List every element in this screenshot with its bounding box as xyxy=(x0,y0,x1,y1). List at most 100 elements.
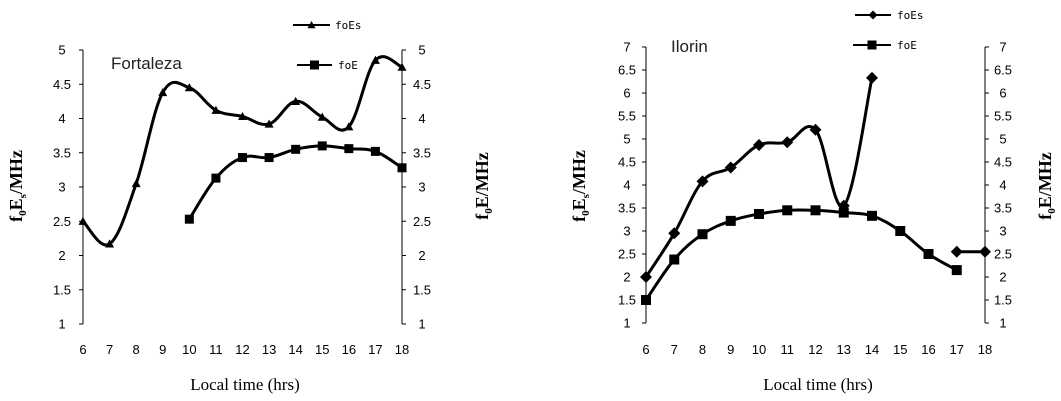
legend-marker xyxy=(867,40,877,50)
data-point xyxy=(264,153,274,163)
y-tick-label-left: 1.5 xyxy=(53,282,71,297)
y-tick-label-right: 4.5 xyxy=(413,77,431,92)
data-point xyxy=(753,138,765,151)
y-tick-label-right: 4 xyxy=(418,111,425,126)
x-axis-title: Local time (hrs) xyxy=(763,375,873,394)
series-line xyxy=(644,208,958,301)
x-tick-label: 15 xyxy=(315,342,329,357)
data-point xyxy=(782,205,793,216)
data-point xyxy=(669,254,680,265)
y-tick-label-left: 6.5 xyxy=(618,63,636,78)
station-annotation: Fortaleza xyxy=(111,54,182,73)
series-line xyxy=(81,55,403,247)
data-point xyxy=(725,215,736,226)
station-annotation: Ilorin xyxy=(671,37,708,56)
x-tick-label: 16 xyxy=(921,342,935,357)
y-tick-label-right: 3.5 xyxy=(994,201,1012,216)
y-tick-label-right: 3 xyxy=(418,180,425,195)
y-tick-label-left: 2 xyxy=(623,270,630,285)
y-tick-label-left: 2.5 xyxy=(53,214,71,229)
x-tick-label: 8 xyxy=(699,342,706,357)
y-tick-label-left: 1 xyxy=(58,317,65,332)
y-tick-label-right: 1.5 xyxy=(994,293,1012,308)
x-tick-label: 12 xyxy=(235,342,249,357)
legend-label: foE xyxy=(338,59,358,72)
data-point xyxy=(238,153,247,163)
data-point xyxy=(810,205,821,216)
y-tick-label-left: 4 xyxy=(58,111,65,126)
data-point xyxy=(370,146,380,156)
legend-label: foEs xyxy=(335,19,362,32)
y-tick-label-left: 2.5 xyxy=(618,247,636,262)
data-point xyxy=(211,173,221,183)
legend-marker xyxy=(307,21,316,29)
y-tick-label-left: 4.5 xyxy=(53,77,71,92)
y-tick-label-right: 3.5 xyxy=(413,145,431,160)
data-point xyxy=(979,245,991,258)
y-tick-label-left: 1 xyxy=(623,316,630,331)
y-tick-label-right: 2.5 xyxy=(413,214,431,229)
x-tick-label: 12 xyxy=(808,342,822,357)
data-point xyxy=(697,229,708,240)
series-line xyxy=(188,144,403,221)
data-point xyxy=(264,119,274,128)
y-tick-label-left: 5 xyxy=(623,132,630,147)
y-tick-label-right: 2 xyxy=(418,248,425,263)
data-point xyxy=(866,71,878,84)
y-tick-label-left: 7 xyxy=(623,40,630,55)
y-tick-label-right: 1 xyxy=(418,317,425,332)
x-tick-label: 17 xyxy=(950,342,964,357)
chart-panel-2: 1 11.5 1.52 22.5 2.53 33.5 3.54 44.5 4.55 55.5 5.5… xyxy=(569,9,1058,394)
data-point xyxy=(951,265,962,276)
y-tick-label-left: 5.5 xyxy=(618,109,636,124)
y-tick-label-right: 6 xyxy=(999,86,1006,101)
data-point xyxy=(640,271,652,283)
x-tick-label: 13 xyxy=(837,342,851,357)
y-tick-label-left: 3.5 xyxy=(53,145,71,160)
x-tick-label: 17 xyxy=(368,342,382,357)
data-point xyxy=(895,226,906,236)
y-axis-title-right: f0E/MHz xyxy=(1035,152,1058,220)
y-tick-label-right: 1.5 xyxy=(413,282,431,297)
y-tick-label-left: 4 xyxy=(623,178,630,193)
series-foEs xyxy=(640,71,991,283)
x-tick-label: 9 xyxy=(727,342,734,357)
legend-label: foE xyxy=(897,39,917,52)
data-point xyxy=(317,141,327,151)
legend-marker xyxy=(868,10,878,20)
legend-marker xyxy=(310,60,319,70)
data-point xyxy=(158,87,168,97)
y-tick-label-right: 5 xyxy=(418,43,425,58)
data-point xyxy=(397,62,407,71)
data-point xyxy=(781,136,794,149)
y-tick-label-left: 6 xyxy=(623,86,630,101)
x-tick-label: 7 xyxy=(671,342,678,357)
x-tick-label: 11 xyxy=(781,342,795,357)
data-point xyxy=(238,111,247,121)
series-foE xyxy=(184,141,407,224)
x-tick-label: 8 xyxy=(133,342,140,357)
x-tick-label: 14 xyxy=(865,342,879,357)
data-point xyxy=(344,144,354,154)
data-point xyxy=(754,208,764,219)
data-point xyxy=(370,55,380,64)
y-tick-label-left: 5 xyxy=(58,43,65,58)
y-axis-title-left: f0Es/MHz xyxy=(6,150,29,222)
data-point xyxy=(724,161,737,174)
x-tick-label: 6 xyxy=(642,342,649,357)
y-tick-label-right: 6.5 xyxy=(994,63,1012,78)
data-point xyxy=(131,179,141,188)
data-point xyxy=(668,227,681,240)
x-tick-label: 9 xyxy=(159,342,166,357)
x-tick-label: 15 xyxy=(893,342,907,357)
x-tick-label: 18 xyxy=(978,342,992,357)
x-tick-label: 18 xyxy=(395,342,409,357)
y-axis-title-left: f0Es/MHz xyxy=(569,150,592,222)
y-tick-label-left: 1.5 xyxy=(618,293,636,308)
x-tick-label: 6 xyxy=(79,342,86,357)
y-tick-label-right: 2 xyxy=(999,270,1006,285)
y-tick-label-right: 4.5 xyxy=(994,155,1012,170)
x-tick-label: 14 xyxy=(288,342,302,357)
x-tick-label: 10 xyxy=(182,342,196,357)
